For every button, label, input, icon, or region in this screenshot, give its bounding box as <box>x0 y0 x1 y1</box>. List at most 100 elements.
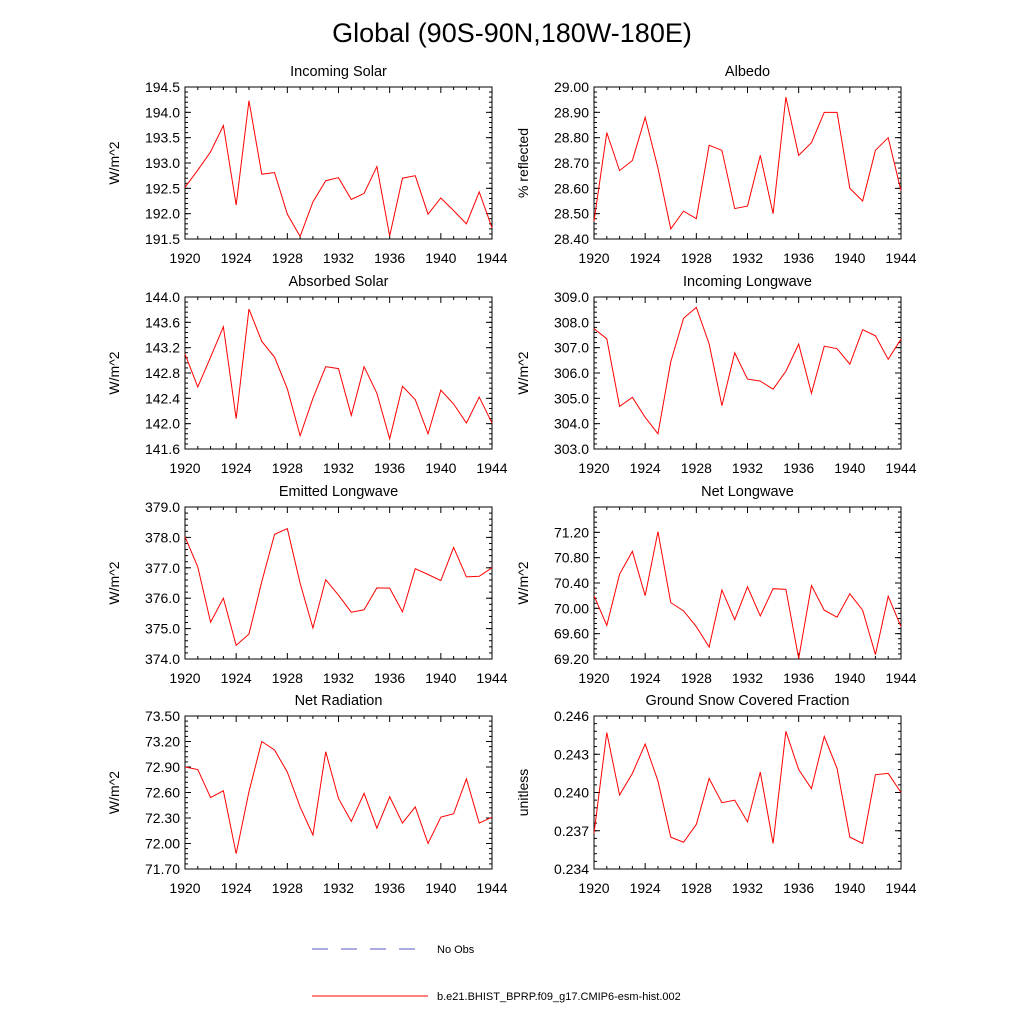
x-tick-label: 1924 <box>221 670 252 686</box>
plot-frame <box>184 506 493 660</box>
x-tick-label: 1940 <box>425 250 456 266</box>
y-tick-label: 142.4 <box>145 390 180 406</box>
x-tick-label: 1944 <box>885 460 916 476</box>
x-tick-label: 1936 <box>783 670 814 686</box>
y-axis-label: W/m^2 <box>106 561 122 604</box>
y-tick-label: 192.5 <box>145 180 180 196</box>
x-tick-label: 1932 <box>323 670 354 686</box>
y-tick-label: 143.2 <box>145 340 180 356</box>
panel-title: Incoming Solar <box>290 64 387 80</box>
x-tick-label: 1944 <box>885 250 916 266</box>
panel-title: Net Longwave <box>701 484 794 500</box>
y-tick-label: 142.8 <box>145 365 180 381</box>
y-tick-label: 28.70 <box>554 155 589 171</box>
x-tick-label: 1932 <box>732 880 763 896</box>
y-tick-label: 69.20 <box>554 651 589 667</box>
x-tick-label: 1924 <box>221 460 252 476</box>
x-tick-label: 1928 <box>681 670 712 686</box>
y-tick-label: 28.40 <box>554 231 589 247</box>
panel-title: Incoming Longwave <box>683 274 812 290</box>
x-tick-label: 1936 <box>374 880 405 896</box>
x-tick-label: 1928 <box>272 880 303 896</box>
x-tick-label: 1924 <box>630 670 661 686</box>
y-tick-label: 194.0 <box>145 104 180 120</box>
y-tick-label: 194.5 <box>145 79 180 95</box>
y-tick-label: 72.30 <box>145 810 180 826</box>
x-tick-label: 1944 <box>476 460 507 476</box>
y-tick-label: 69.60 <box>554 626 589 642</box>
x-tick-label: 1924 <box>630 250 661 266</box>
y-tick-label: 71.70 <box>145 861 180 877</box>
figure-title: Global (90S-90N,180W-180E) <box>332 18 692 48</box>
y-axis-label: W/m^2 <box>515 561 531 604</box>
y-tick-label: 73.50 <box>145 708 180 724</box>
x-tick-label: 1920 <box>169 250 200 266</box>
x-tick-label: 1920 <box>578 460 609 476</box>
y-tick-label: 304.0 <box>554 416 589 432</box>
legend-label-model: b.e21.BHIST_BPRP.f09_g17.CMIP6-esm-hist.… <box>437 991 681 1003</box>
x-tick-label: 1920 <box>578 880 609 896</box>
y-tick-label: 70.80 <box>554 550 589 566</box>
plot-frame <box>593 715 902 870</box>
y-tick-label: 0.237 <box>554 823 589 839</box>
legend-label-no-obs: No Obs <box>437 944 475 956</box>
y-tick-label: 28.80 <box>554 130 589 146</box>
y-tick-label: 0.234 <box>554 861 589 877</box>
y-axis-label: W/m^2 <box>106 771 122 814</box>
x-tick-label: 1940 <box>425 880 456 896</box>
x-tick-label: 1936 <box>374 250 405 266</box>
series-line-emitted-longwave <box>184 527 493 647</box>
plot-frame <box>593 296 902 450</box>
series-line-net-longwave <box>593 531 902 659</box>
x-tick-label: 1924 <box>630 460 661 476</box>
plot-frame <box>184 296 493 450</box>
y-tick-label: 375.0 <box>145 621 180 637</box>
x-tick-label: 1944 <box>885 670 916 686</box>
y-tick-label: 70.40 <box>554 575 589 591</box>
panel-ground-snow-covered-fraction: Ground Snow Covered Fraction unitless 1920… <box>515 693 917 896</box>
panel-emitted-longwave: Emitted Longwave W/m^2 1920 1924 1928 1932 193… <box>106 484 508 686</box>
y-axis-label: % reflected <box>515 128 531 198</box>
x-tick-label: 1928 <box>681 460 712 476</box>
x-tick-label: 1932 <box>323 460 354 476</box>
y-axis-label: W/m^2 <box>106 141 122 184</box>
panel-net-longwave: Net Longwave W/m^2 1920 1924 1928 1932 1936 194… <box>515 484 917 686</box>
x-tick-label: 1932 <box>732 670 763 686</box>
y-tick-label: 306.0 <box>554 365 589 381</box>
x-tick-label: 1928 <box>272 670 303 686</box>
y-tick-label: 144.0 <box>145 289 180 305</box>
x-tick-label: 1928 <box>681 880 712 896</box>
x-tick-label: 1936 <box>374 460 405 476</box>
panel-title: Albedo <box>725 64 770 80</box>
y-tick-label: 0.246 <box>554 708 589 724</box>
y-axis-label: W/m^2 <box>515 351 531 394</box>
y-tick-label: 141.6 <box>145 441 180 457</box>
x-tick-label: 1928 <box>272 460 303 476</box>
x-tick-label: 1932 <box>732 460 763 476</box>
y-tick-label: 309.0 <box>554 289 589 305</box>
x-tick-label: 1944 <box>476 250 507 266</box>
x-tick-label: 1940 <box>425 670 456 686</box>
x-tick-label: 1928 <box>681 250 712 266</box>
x-tick-label: 1940 <box>834 880 865 896</box>
y-tick-label: 378.0 <box>145 529 180 545</box>
series-line-albedo <box>593 97 902 231</box>
panel-title: Absorbed Solar <box>289 274 389 290</box>
y-axis-label: unitless <box>515 769 531 816</box>
y-tick-label: 0.243 <box>554 746 589 762</box>
y-tick-label: 142.0 <box>145 416 180 432</box>
y-tick-label: 0.240 <box>554 785 589 801</box>
panel-net-radiation: Net Radiation W/m^2 1920 1924 1928 1932 1936 19… <box>106 693 508 896</box>
y-tick-label: 73.20 <box>145 734 180 750</box>
panel-incoming-longwave: Incoming Longwave W/m^2 1920 1924 1928 1932 19… <box>515 274 917 476</box>
x-tick-label: 1924 <box>630 880 661 896</box>
y-tick-label: 192.0 <box>145 206 180 222</box>
y-tick-label: 72.90 <box>145 759 180 775</box>
x-tick-label: 1920 <box>169 880 200 896</box>
x-tick-label: 1944 <box>885 880 916 896</box>
y-tick-label: 72.60 <box>145 785 180 801</box>
x-tick-label: 1920 <box>169 670 200 686</box>
y-tick-label: 374.0 <box>145 651 180 667</box>
y-tick-label: 193.5 <box>145 130 180 146</box>
y-axis-label: W/m^2 <box>106 351 122 394</box>
